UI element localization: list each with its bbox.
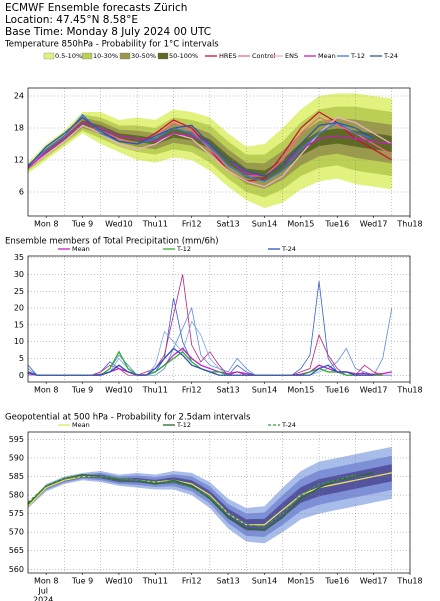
legend-label: T-12 xyxy=(176,245,191,253)
chart-title: Geopotential at 500 hPa - Probability fo… xyxy=(5,413,251,423)
x-tick-label: Mon 8 xyxy=(34,577,59,586)
x-tick-label: Tue 9 xyxy=(71,220,93,229)
x-tick-label: Sat13 xyxy=(216,577,239,586)
x-tick-label: Fri12 xyxy=(182,386,202,395)
legend-label: T-12 xyxy=(176,421,191,429)
y-tick-label: 20 xyxy=(14,304,24,313)
page-title: ECMWF Ensemble forecasts Zürich xyxy=(5,2,187,14)
plot-frame xyxy=(27,255,411,383)
x-sublabel: Jul xyxy=(37,587,48,596)
x-tick-label: Sat13 xyxy=(216,220,239,229)
x-tick-label: Sun14 xyxy=(252,220,277,229)
x-tick-label: Mon 8 xyxy=(34,220,59,229)
y-tick-label: 35 xyxy=(14,253,24,262)
x-tick-label: Mon15 xyxy=(287,577,314,586)
x-tick-label: Sat13 xyxy=(216,386,239,395)
y-tick-label: 0 xyxy=(19,371,24,380)
legend-swatch xyxy=(81,52,93,60)
legend-label: T-24 xyxy=(383,52,398,60)
x-tick-label: Thu11 xyxy=(142,220,168,229)
x-tick-label: Tue16 xyxy=(324,386,349,395)
location: Location: 47.45°N 8.58°E xyxy=(5,14,138,26)
legend-label: Mean xyxy=(72,421,90,429)
legend-label: 50-100% xyxy=(169,52,198,60)
y-tick-label: 570 xyxy=(9,528,24,537)
y-tick-label: 30 xyxy=(14,270,24,279)
x-tick-label: Wed17 xyxy=(360,386,388,395)
legend-label: Control xyxy=(252,52,276,60)
x-tick-label: Wed10 xyxy=(105,386,133,395)
y-tick-label: 565 xyxy=(9,546,24,555)
x-tick-label: Thu11 xyxy=(142,386,168,395)
y-tick-label: 15 xyxy=(14,320,24,329)
x-tick-label: Thu18 xyxy=(396,386,422,395)
chart-title: Temperature 850hPa - Probability for 1°C… xyxy=(4,40,219,50)
y-tick-label: 24 xyxy=(14,92,24,101)
x-tick-label: Wed10 xyxy=(105,220,133,229)
y-tick-label: 18 xyxy=(14,124,24,133)
base-time: Base Time: Monday 8 July 2024 00 UTC xyxy=(5,26,211,38)
legend-swatch xyxy=(157,52,169,60)
y-tick-label: 560 xyxy=(9,565,24,574)
y-tick-label: 580 xyxy=(9,491,24,500)
legend-swatch xyxy=(43,52,55,60)
plot xyxy=(28,93,393,208)
chart-title: Ensemble members of Total Precipitation … xyxy=(5,237,219,247)
x-tick-label: Tue16 xyxy=(324,577,349,586)
x-tick-label: Fri12 xyxy=(182,577,202,586)
legend-label: Mean xyxy=(318,52,336,60)
x-tick-label: Mon15 xyxy=(287,386,314,395)
legend-label: T-24 xyxy=(281,245,296,253)
x-tick-label: Tue 9 xyxy=(71,386,93,395)
legend-swatch xyxy=(119,52,131,60)
x-tick-label: Tue 9 xyxy=(71,577,93,586)
legend-label: T-12 xyxy=(350,52,365,60)
legend-label: 0.5-10% xyxy=(55,52,82,60)
x-tick-label: Wed10 xyxy=(105,577,133,586)
y-tick-label: 5 xyxy=(19,354,24,363)
x-tick-label: Thu18 xyxy=(396,577,422,586)
x-tick-label: Wed17 xyxy=(360,220,388,229)
legend-label: Mean xyxy=(72,245,90,253)
y-tick-label: 6 xyxy=(19,188,24,197)
x-tick-label: Tue16 xyxy=(324,220,349,229)
y-tick-label: 595 xyxy=(9,435,24,444)
x-tick-label: Thu11 xyxy=(142,577,168,586)
series-line xyxy=(28,350,383,376)
legend-label: HRES xyxy=(219,52,237,60)
x-tick-label: Wed17 xyxy=(360,577,388,586)
y-tick-label: 12 xyxy=(14,156,24,165)
legend-label: T-24 xyxy=(281,421,296,429)
y-tick-label: 585 xyxy=(9,472,24,481)
series-line xyxy=(28,116,374,177)
series-line xyxy=(28,472,374,532)
y-tick-label: 575 xyxy=(9,509,24,518)
y-tick-label: 10 xyxy=(14,337,24,346)
x-tick-label: Thu18 xyxy=(396,220,422,229)
x-tick-label: Fri12 xyxy=(182,220,202,229)
plot-frame xyxy=(27,431,411,574)
x-tick-label: Sun14 xyxy=(252,577,277,586)
y-tick-label: 590 xyxy=(9,453,24,462)
legend-label: 10-30% xyxy=(93,52,118,60)
y-tick-label: 25 xyxy=(14,287,24,296)
x-tick-label: Mon15 xyxy=(287,220,314,229)
x-sublabel: 2024 xyxy=(33,596,53,601)
plot-frame xyxy=(27,87,411,217)
legend-label: ENS xyxy=(285,52,298,60)
x-tick-label: Mon 8 xyxy=(34,386,59,395)
x-tick-label: Sun14 xyxy=(252,386,277,395)
series-line xyxy=(28,113,374,183)
legend-label: 30-50% xyxy=(131,52,156,60)
